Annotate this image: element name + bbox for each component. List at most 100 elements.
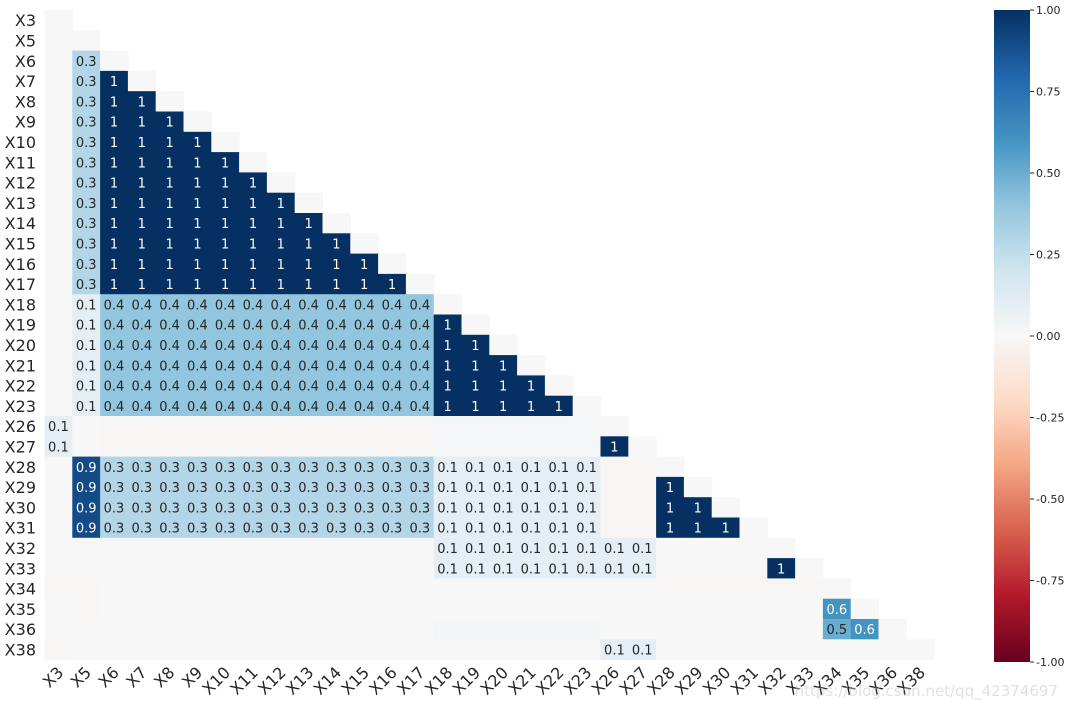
y-tick-label: X29 (5, 478, 36, 497)
cell-value-label: 1 (777, 562, 785, 577)
heatmap-cell (767, 537, 796, 559)
y-tick-label: X6 (15, 52, 36, 71)
heatmap-cell (517, 578, 546, 600)
cell-value-label: 0.4 (131, 339, 152, 354)
heatmap-cell (350, 314, 379, 336)
x-tick-label: X11 (226, 663, 262, 699)
cell-value-label: 0.1 (576, 461, 597, 476)
heatmap-cell (294, 355, 324, 376)
cell-value-label: 0.4 (104, 359, 125, 374)
heatmap-cell (155, 172, 185, 194)
heatmap-cell (239, 639, 268, 661)
heatmap-cell (44, 50, 73, 72)
cell-value-label: 0.4 (298, 339, 319, 354)
heatmap-cell (127, 375, 157, 397)
heatmap-cell (489, 334, 518, 356)
cell-value-label: 0.4 (215, 380, 236, 395)
heatmap-cell (127, 558, 157, 579)
heatmap-cell (322, 375, 351, 397)
cell-value-label: 0.1 (604, 542, 625, 557)
heatmap-cell (155, 111, 185, 133)
heatmap-cell (322, 314, 351, 336)
heatmap-cell (906, 639, 935, 661)
heatmap-cell (489, 537, 518, 559)
y-tick-label: X34 (5, 580, 36, 599)
heatmap-cell (155, 294, 185, 316)
cell-value-label: 0.9 (76, 461, 97, 476)
heatmap-cell (100, 334, 129, 356)
cell-value-label: 1 (221, 278, 229, 293)
heatmap-cell (155, 578, 185, 600)
heatmap-cell (795, 578, 824, 600)
cell-value-label: 0.3 (76, 55, 97, 70)
y-tick-label: X8 (15, 92, 36, 111)
cell-value-label: 0.4 (298, 380, 319, 395)
cell-value-label: 0.1 (576, 522, 597, 537)
heatmap-cell (572, 598, 602, 620)
x-tick-label: X3 (39, 663, 67, 691)
heatmap-cell (72, 416, 101, 437)
heatmap-cell (155, 456, 185, 478)
x-tick-label: X12 (254, 663, 290, 699)
cell-value-label: 0.4 (354, 319, 375, 334)
heatmap-cell (517, 598, 546, 620)
heatmap-cell (239, 233, 268, 255)
heatmap-cell (44, 619, 73, 640)
cell-value-label: 0.3 (187, 481, 208, 496)
heatmap-cell (211, 619, 240, 640)
heatmap-cell (795, 558, 824, 579)
heatmap-cell (405, 314, 435, 336)
colorbar-tick-label: -0.75 (1036, 575, 1064, 588)
cell-value-label: 0.3 (382, 522, 403, 537)
y-tick-label: X19 (5, 316, 36, 335)
cell-value-label: 1 (138, 136, 146, 151)
heatmap-cell (155, 273, 185, 295)
x-tick-label: X29 (671, 663, 707, 699)
heatmap-cell (239, 192, 268, 214)
heatmap-cell (795, 639, 824, 661)
heatmap-cell (127, 395, 157, 417)
cell-value-label: 0.1 (521, 501, 542, 516)
heatmap-cell (211, 375, 240, 397)
y-tick-label: X16 (5, 255, 36, 274)
heatmap-cell (322, 273, 351, 295)
heatmap-cell (350, 497, 379, 519)
cell-value-label: 0.1 (437, 501, 458, 516)
colorbar-tick-label: 0.25 (1036, 249, 1061, 262)
cell-value-label: 0.1 (548, 522, 569, 537)
heatmap-cell (72, 233, 101, 255)
heatmap-cell (378, 395, 407, 417)
heatmap-cell (544, 416, 574, 437)
heatmap-cell (350, 416, 379, 437)
heatmap-cell (294, 294, 324, 316)
heatmap-cell (350, 233, 379, 255)
heatmap-cell (239, 273, 268, 295)
cell-value-label: 1 (277, 197, 285, 212)
heatmap-cell (155, 314, 185, 336)
cell-value-label: 1 (138, 197, 146, 212)
cell-value-label: 0.1 (548, 501, 569, 516)
cell-value-label: 1 (471, 359, 479, 374)
heatmap-cell (405, 558, 435, 579)
cell-value-label: 0.1 (437, 562, 458, 577)
heatmap-cell (211, 213, 240, 234)
heatmap-cell (461, 517, 490, 539)
heatmap-cell (44, 436, 73, 458)
heatmap-cell (322, 476, 351, 498)
heatmap-cell (239, 558, 268, 579)
heatmap-cell (322, 213, 351, 234)
cell-value-label: 0.4 (382, 359, 403, 374)
heatmap-cell (683, 517, 713, 539)
heatmap-cell (572, 537, 602, 559)
heatmap-cell (656, 578, 685, 600)
heatmap-cell (461, 416, 490, 437)
heatmap-cell (822, 639, 852, 661)
cell-value-label: 0.4 (409, 380, 430, 395)
heatmap-cell (266, 253, 296, 275)
heatmap-cell (850, 619, 880, 640)
heatmap-cell (405, 355, 435, 376)
heatmap-cell (294, 619, 324, 640)
cell-value-label: 1 (110, 278, 118, 293)
cell-value-label: 0.4 (131, 298, 152, 313)
heatmap-cell (183, 476, 212, 498)
